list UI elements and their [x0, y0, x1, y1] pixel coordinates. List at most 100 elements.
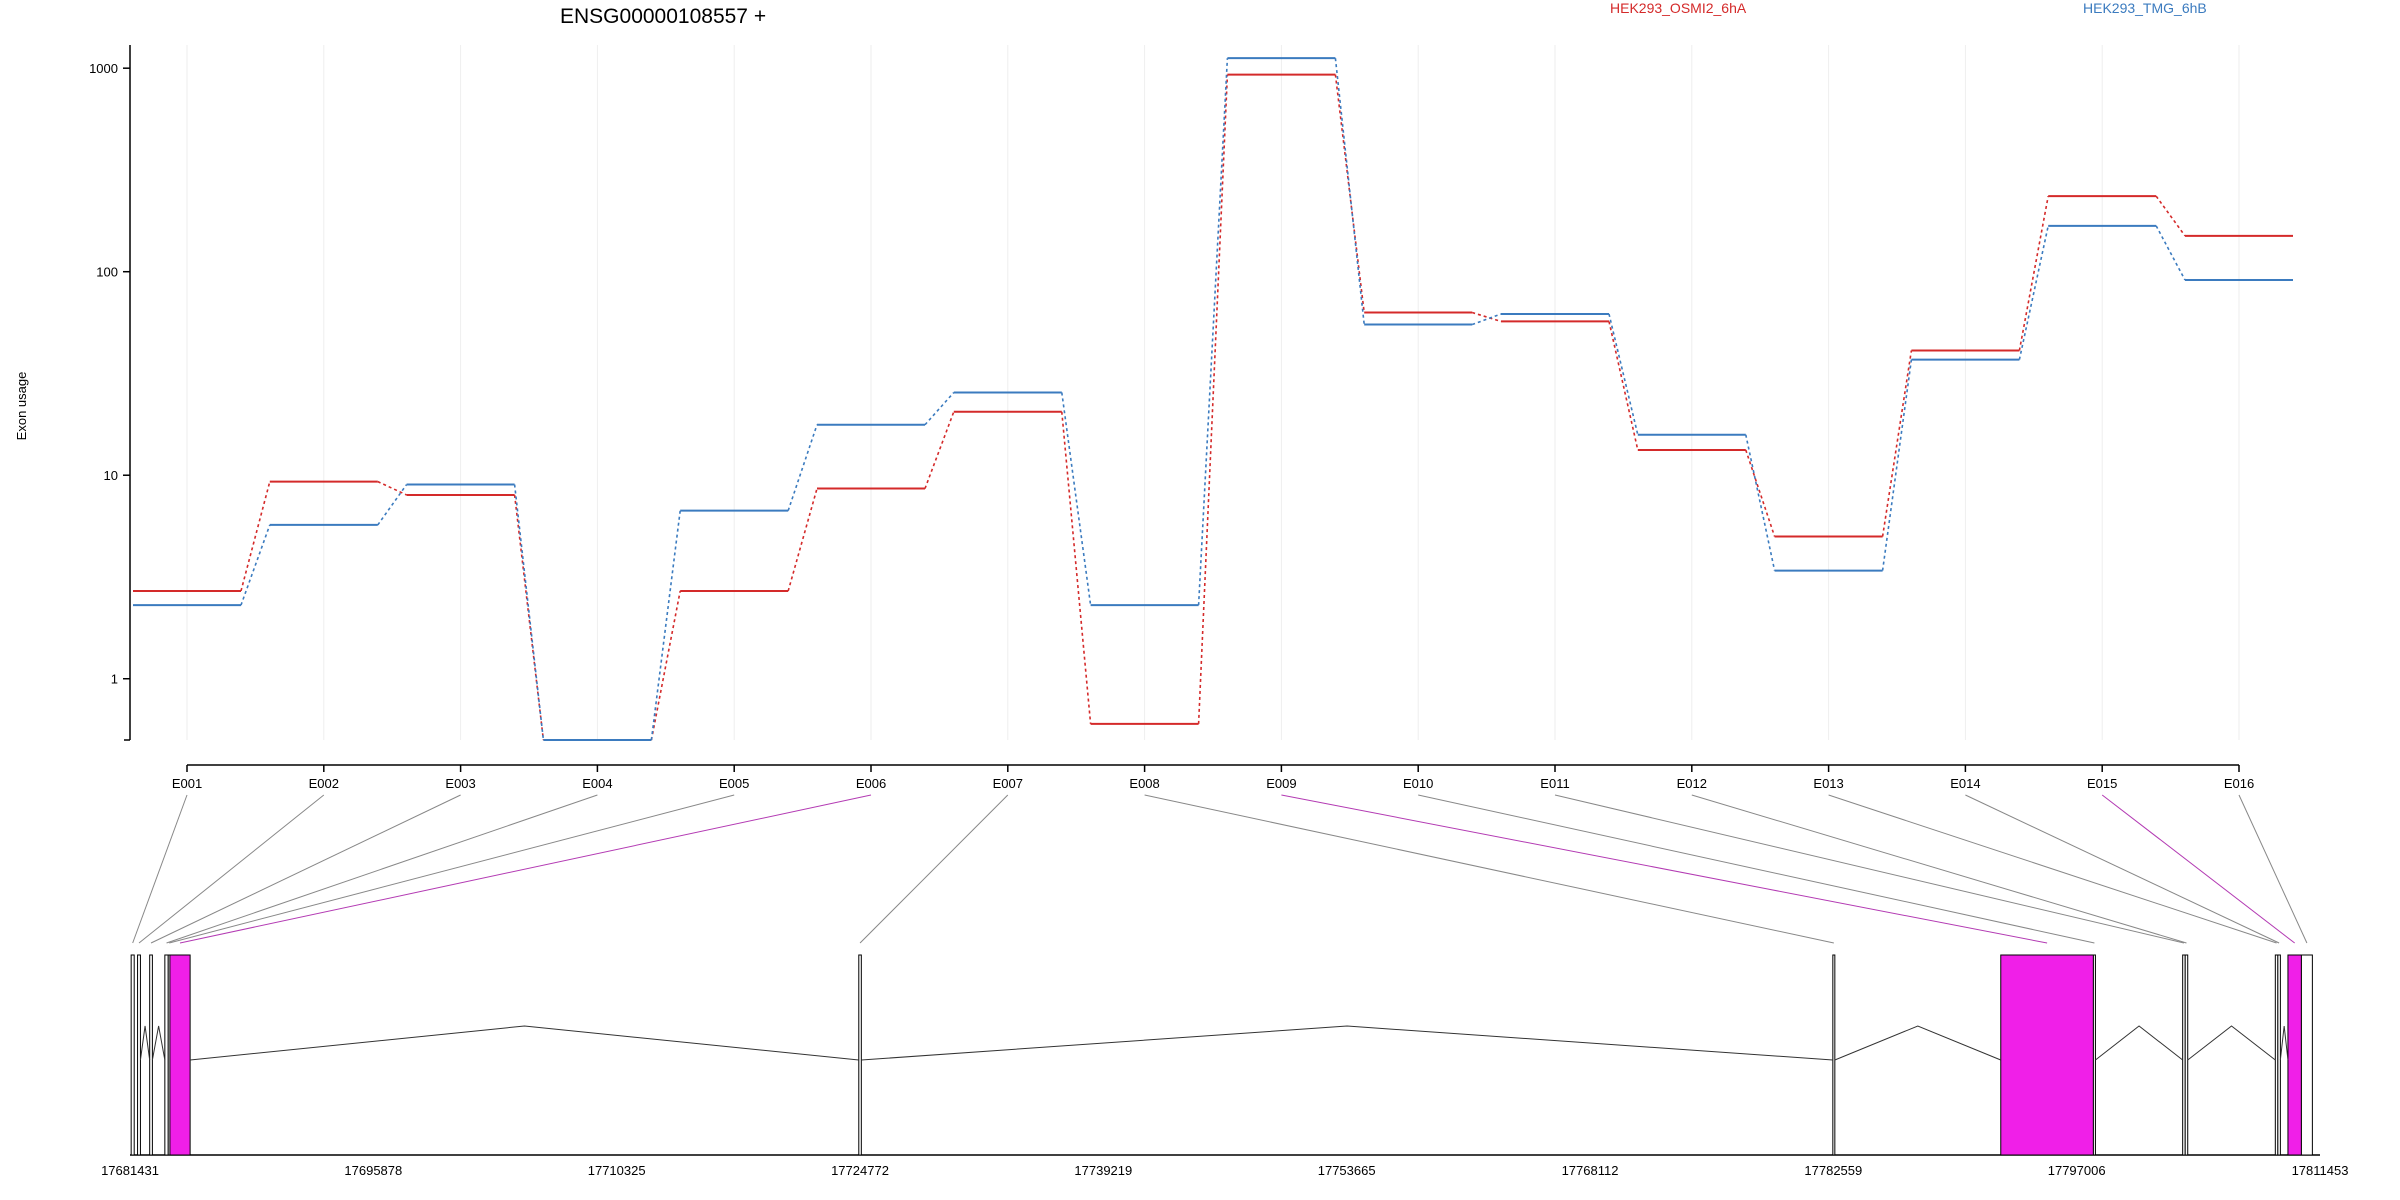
y-tick-label: 1000	[89, 61, 118, 76]
genome-coordinate-label: 17724772	[831, 1163, 889, 1178]
exon-connector	[169, 794, 735, 944]
series-transition	[377, 484, 408, 526]
series-transition	[2155, 225, 2186, 281]
x-tick-label: E015	[2087, 776, 2117, 791]
genome-coordinate-label: 17753665	[1318, 1163, 1376, 1178]
y-tick-label: 1	[111, 672, 118, 687]
genome-coordinate-label: 17739219	[1074, 1163, 1132, 1178]
series-transition	[1745, 449, 1776, 537]
exon-box	[858, 954, 862, 1156]
intron-line	[861, 1025, 1833, 1061]
series-transition	[1608, 313, 1639, 435]
series-transition	[1334, 74, 1365, 313]
series-transition	[1745, 434, 1776, 571]
exon-box	[164, 954, 169, 1156]
series-transition	[787, 424, 818, 511]
intron-line	[2279, 1025, 2289, 1061]
genome-coordinate-label: 17710325	[588, 1163, 646, 1178]
series-transition	[513, 484, 545, 741]
exon-connector	[2238, 794, 2308, 944]
intron-line	[2187, 1025, 2276, 1061]
genome-coordinate-label: 17811453	[2292, 1163, 2349, 1178]
exon-box	[2300, 954, 2313, 1156]
exon-box	[2000, 954, 2094, 1156]
genome-coordinate-label: 17782559	[1804, 1163, 1862, 1178]
series-transition	[1197, 58, 1229, 606]
series-transition	[1471, 313, 1502, 326]
exon-box	[137, 954, 141, 1156]
series-transition	[1197, 74, 1229, 724]
x-tick-label: E002	[309, 776, 339, 791]
exon-connectors	[132, 794, 2308, 944]
x-tick-label: E005	[719, 776, 749, 791]
x-tick-label: E012	[1677, 776, 1707, 791]
series-transition	[787, 488, 818, 592]
intron-line	[1834, 1025, 2001, 1061]
x-tick-label: E001	[172, 776, 202, 791]
exon-connector	[150, 794, 461, 944]
exon-connector	[859, 794, 1009, 944]
x-tick-label: E009	[1266, 776, 1296, 791]
y-tick-label: 10	[104, 468, 118, 483]
exon-connector	[1144, 794, 1834, 944]
x-tick-label: E011	[1540, 776, 1569, 791]
x-tick-label: E003	[445, 776, 475, 791]
exon-connector	[1691, 794, 2187, 944]
x-tick-label: E016	[2224, 776, 2254, 791]
grid-lines	[186, 45, 2240, 740]
gene-model: 17681431 17695878 17710325 17724772 17739219…	[101, 954, 2349, 1178]
intron-line	[139, 1025, 151, 1061]
y-axis-label: Exon usage	[14, 372, 29, 441]
exon-box	[2184, 954, 2189, 1156]
exon-connector	[179, 794, 872, 944]
exon-connector	[1418, 794, 2095, 944]
series-transition	[650, 590, 681, 741]
series-lines	[133, 57, 2293, 741]
series-transition	[1608, 321, 1639, 451]
exon-box	[130, 954, 135, 1156]
exon-connector	[2101, 794, 2295, 944]
intron-line	[190, 1025, 859, 1061]
genome-coordinate-label: 17797006	[2048, 1163, 2106, 1178]
series-transition	[1881, 350, 1913, 537]
exon-box	[2092, 954, 2096, 1156]
series-transition	[1061, 411, 1092, 724]
exon-connector	[166, 794, 598, 944]
y-tick-label: 100	[96, 265, 118, 280]
exon-box	[2277, 954, 2281, 1156]
series-transition	[240, 524, 271, 606]
axes: 1 10 100 1000 E001 E002 E003 E004 E005 E006 E007 E0…	[89, 45, 2254, 791]
exon-box	[2287, 954, 2302, 1156]
legend-series-1: HEK293_OSMI2_6hA	[1610, 0, 1747, 16]
series-transition	[240, 481, 271, 592]
exon-box	[149, 954, 153, 1156]
exon-box	[169, 954, 191, 1156]
exon-connector	[132, 794, 188, 944]
series-transition	[1334, 58, 1365, 325]
x-tick-label: E008	[1129, 776, 1159, 791]
exon-connector	[1828, 794, 2277, 944]
genome-coordinate-label: 17681431	[101, 1163, 159, 1178]
exon-connector	[1554, 794, 2185, 944]
genome-coordinate-label: 17768112	[1562, 1163, 1619, 1178]
series-transition	[2155, 195, 2186, 237]
series-transition	[650, 510, 681, 741]
intron-line	[151, 1025, 166, 1061]
series-transition	[1881, 359, 1913, 571]
x-tick-label: E007	[993, 776, 1023, 791]
exon-connector	[138, 794, 325, 944]
x-tick-label: E013	[1813, 776, 1843, 791]
x-tick-label: E010	[1403, 776, 1433, 791]
legend-series-2: HEK293_TMG_6hB	[2083, 0, 2207, 16]
series-transition	[513, 494, 545, 741]
x-tick-label: E004	[582, 776, 612, 791]
exon-box	[1832, 954, 1836, 1156]
intron-line	[2095, 1025, 2183, 1061]
series-transition	[924, 391, 955, 426]
series-transition	[2018, 196, 2049, 351]
chart-title: ENSG00000108557 +	[560, 5, 766, 28]
series-transition	[2018, 225, 2049, 360]
exon-connector	[1281, 794, 2048, 944]
series-transition	[1471, 311, 1502, 323]
